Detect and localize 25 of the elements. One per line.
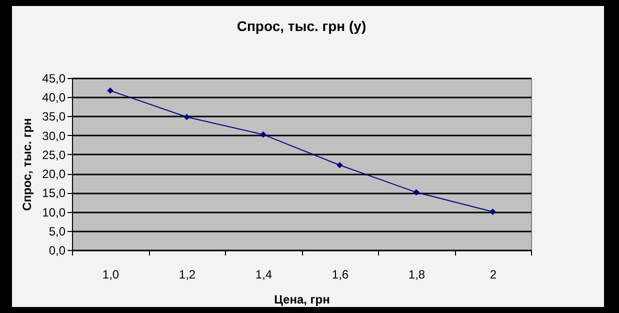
y-tick-label: 10,0 <box>42 205 66 220</box>
y-tick-label: 0,0 <box>48 244 66 258</box>
chart-title: Спрос, тыс. грн (у) <box>236 18 366 34</box>
point <box>413 189 420 196</box>
point <box>107 87 114 94</box>
y-tick-label: 30,0 <box>42 128 66 143</box>
y-tick-label: 15,0 <box>42 186 66 200</box>
y-tick-label: 45,0 <box>42 72 66 86</box>
x-tick-label: 2 <box>490 268 497 282</box>
x-tick-label: 1,0 <box>102 268 120 282</box>
y-tick-label: 40,0 <box>42 90 66 105</box>
point <box>336 162 343 168</box>
point <box>184 114 190 120</box>
x-tick-label: 1,6 <box>332 268 349 282</box>
y-axis-title: Спрос, тыс. грн <box>20 118 34 211</box>
y-tick-label: 20,0 <box>42 167 66 182</box>
x-axis-title: Цена, грн <box>274 292 330 306</box>
point <box>260 131 266 138</box>
y-tick-label: 35,0 <box>42 110 66 124</box>
x-tick-label: 1,2 <box>178 268 196 282</box>
y-tick-label: 5,0 <box>48 224 66 238</box>
point <box>490 208 496 215</box>
x-tick-label: 1,4 <box>255 268 272 282</box>
y-tick-label: 25,0 <box>42 148 66 162</box>
x-tick-label: 1,8 <box>408 268 426 282</box>
